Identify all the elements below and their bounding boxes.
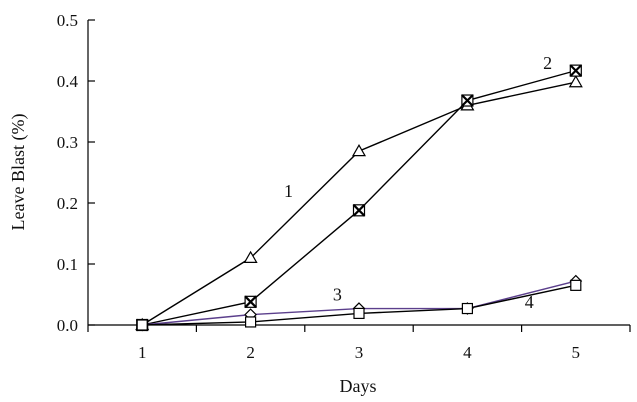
x-tick-label: 5 [572,343,581,362]
data-point-series-4 [570,279,582,291]
data-point-series-4 [353,307,365,320]
y-axis-title: Leave Blast (%) [8,114,29,231]
series-markers [135,64,583,332]
data-point-series-1 [568,75,583,88]
series-label-4: 4 [525,292,534,312]
series-label-2: 2 [543,53,552,73]
data-point-series-2 [569,64,583,77]
marker-cross [352,204,366,217]
data-point-series-2 [461,94,474,107]
data-point-series-2 [244,295,257,309]
series-lines [141,69,576,326]
y-tick-label: 0.4 [57,72,79,91]
x-tick-label: 2 [246,343,255,362]
x-tick-label: 1 [138,343,147,362]
series-label-3: 3 [333,285,342,305]
y-axis-ticks: 0.0 0.1 0.2 0.3 0.4 0.5 [57,11,95,335]
x-tick-label: 3 [355,343,364,362]
marker-cross [569,64,583,77]
y-tick-label: 0.2 [57,194,78,213]
plot-area [87,20,630,326]
series-labels: 1 2 3 4 [284,53,552,312]
series-line-2 [142,69,576,326]
data-point-series-4 [461,302,473,315]
data-point-series-1 [243,250,258,263]
x-axis-title: Days [340,376,377,396]
x-tick-label: 4 [463,343,472,362]
data-point-series-1 [351,143,367,157]
y-tick-label: 0.3 [57,133,78,152]
y-tick-label: 0.5 [57,11,78,30]
data-point-series-4 [245,316,257,328]
y-tick-label: 0.1 [57,255,78,274]
series-line-1 [141,81,576,326]
marker-cross [461,94,474,107]
x-axis-ticks: 1 2 3 4 5 [87,325,631,362]
data-point-series-2 [352,204,366,217]
series-label-1: 1 [284,181,293,201]
data-point-series-4 [136,319,148,331]
y-tick-label: 0.0 [57,316,78,335]
marker-cross [244,295,257,309]
